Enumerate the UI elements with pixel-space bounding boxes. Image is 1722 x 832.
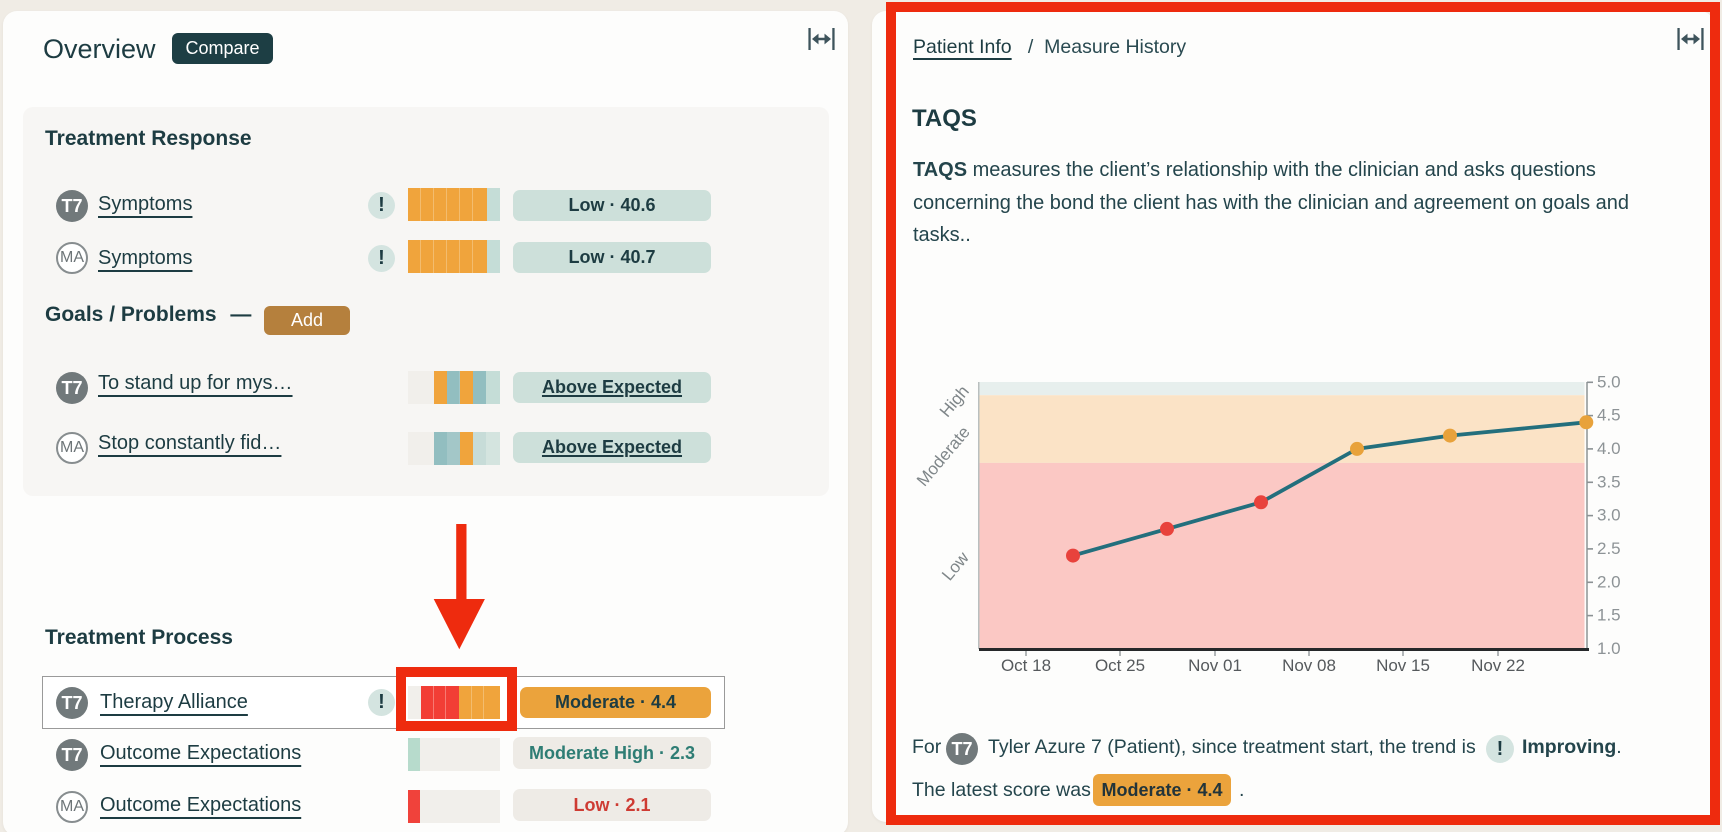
svg-text:Nov 08: Nov 08: [1282, 656, 1336, 675]
svg-text:Low: Low: [938, 548, 973, 585]
svg-text:Oct 18: Oct 18: [1001, 656, 1051, 675]
svg-text:Oct 25: Oct 25: [1095, 656, 1145, 675]
svg-text:3.5: 3.5: [1597, 472, 1621, 491]
svg-text:High: High: [936, 382, 973, 421]
svg-text:Nov 01: Nov 01: [1188, 656, 1242, 675]
svg-text:2.0: 2.0: [1597, 572, 1621, 591]
svg-text:Nov 22: Nov 22: [1471, 656, 1525, 675]
svg-text:1.5: 1.5: [1597, 606, 1621, 625]
svg-text:4.5: 4.5: [1597, 406, 1621, 425]
svg-text:1.0: 1.0: [1597, 639, 1621, 658]
svg-text:2.5: 2.5: [1597, 539, 1621, 558]
svg-text:4.0: 4.0: [1597, 439, 1621, 458]
svg-text:Nov 15: Nov 15: [1376, 656, 1430, 675]
svg-text:5.0: 5.0: [1597, 372, 1621, 391]
svg-text:3.0: 3.0: [1597, 506, 1621, 525]
svg-text:Moderate: Moderate: [913, 423, 974, 490]
